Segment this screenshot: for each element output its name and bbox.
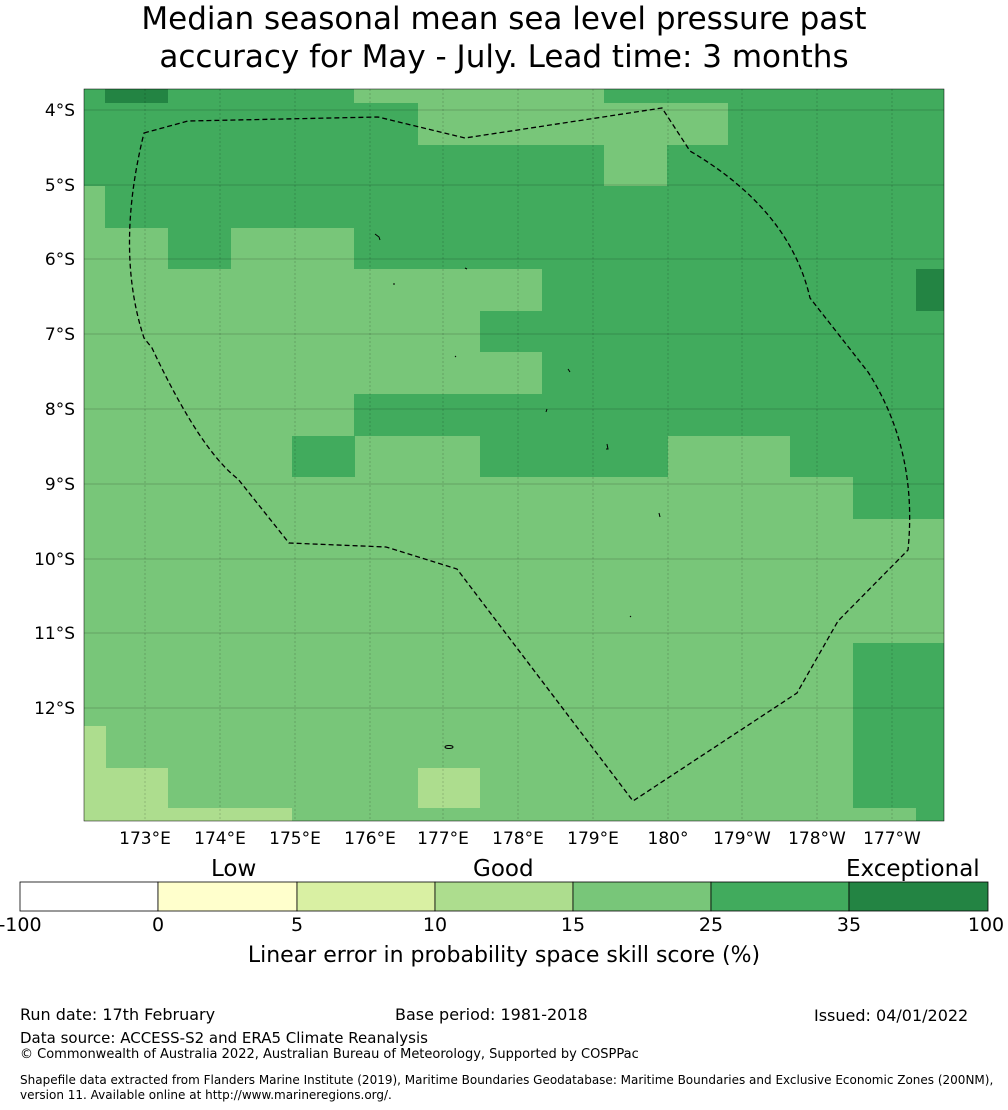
longitude-label: 179°W [713,829,771,849]
copyright: © Commonwealth of Australia 2022, Austra… [20,1047,639,1062]
island [374,233,381,241]
title-line-2: accuracy for May - July. Lead time: 3 mo… [159,39,849,75]
category-low: Low [211,856,257,882]
map-gridlines [84,89,944,821]
title-line-1: Median seasonal mean sea level pressure … [141,1,867,37]
latitude-label: 10°S [34,550,75,570]
latitude-label: 7°S [45,325,75,345]
longitude-label: 175°E [269,829,321,849]
longitude-label: 177°W [863,829,921,849]
longitude-label: 180° [648,829,689,849]
category-good: Good [473,856,534,882]
colorbar-box [710,881,850,912]
shapefile-credit-line-2: version 11. Available online at http://w… [20,1088,392,1102]
skill-cell [84,808,292,821]
longitude-label: 178°E [492,829,544,849]
colorbar-box [19,881,159,912]
data-source: Data source: ACCESS-S2 and ERA5 Climate … [20,1029,428,1047]
latitude-label: 12°S [34,699,75,719]
colorbar-tick-label: 35 [836,914,862,936]
map-frame [83,88,945,822]
issued-date: Issued: 04/01/2022 [814,1006,969,1025]
colorbar-tick-label: 10 [422,914,448,936]
colorbar-title: Linear error in probability space skill … [247,943,761,968]
skill-cell [542,269,944,311]
colorbar-tick-label: 25 [698,914,724,936]
skill-cell [542,352,944,394]
skill-cell [418,768,480,808]
skill-cell [916,808,944,821]
colorbar-boxes [19,881,989,912]
latitude-label: 11°S [34,624,75,644]
longitude-label: 179°E [567,829,619,849]
latitude-label: 6°S [45,250,75,270]
island [444,745,454,749]
run-date: Run date: 17th February [20,1005,216,1024]
skill-cell [292,436,355,477]
skill-cell [105,186,944,228]
longitude-label: 178°W [788,829,846,849]
longitude-labels: 173°E 174°E 175°E 176°E 177°E 178°E 179°E 180° 1… [119,829,921,849]
skill-cell [853,477,944,519]
island [606,443,609,450]
skill-cell [418,103,728,145]
colorbar-box [434,881,574,912]
island [464,267,468,270]
colorbar-tick-label: 0 [151,914,165,936]
skill-cell [354,89,604,103]
latitude-labels: 4°S 5°S 6°S 7°S 8°S 9°S 10°S 11°S 12°S [34,101,75,719]
island [567,368,571,373]
colorbar-tick-label: 15 [560,914,586,936]
island [629,615,632,618]
islands [374,233,661,749]
longitude-label: 173°E [119,829,171,849]
skill-cell [168,228,231,269]
longitude-label: 174°E [194,829,246,849]
base-period: Base period: 1981-2018 [395,1005,588,1024]
colorbar-box [157,881,298,912]
colorbar-box [848,881,989,912]
longitude-label: 177°E [417,829,469,849]
skill-cell [853,643,944,808]
skill-cell [354,228,944,269]
skill-cell [604,89,944,103]
colorbar-tick-label: 100 [967,914,1005,936]
skill-cell [480,436,668,477]
latitude-label: 8°S [45,400,75,420]
skill-cell [480,311,944,352]
longitude-label: 176°E [344,829,396,849]
skill-cell [790,436,944,477]
map-title: Median seasonal mean sea level pressure … [0,0,1008,76]
colorbar-box [296,881,436,912]
skill-cell [604,145,667,186]
colorbar-box [572,881,712,912]
category-exceptional: Exceptional [846,856,980,882]
colorbar [19,881,989,912]
latitude-label: 4°S [45,101,75,121]
island [545,408,548,413]
latitude-label: 9°S [45,475,75,495]
island [454,355,457,358]
shapefile-credit-line-1: Shapefile data extracted from Flanders M… [20,1073,994,1087]
eez-boundary [128,107,911,802]
skill-grid [84,89,944,821]
skill-cell [105,89,168,103]
colorbar-tick-label: -100 [0,914,42,936]
island [658,512,661,518]
latitude-label: 5°S [45,176,75,196]
colorbar-tick-label: 5 [290,914,304,936]
skill-map: 173°E 174°E 175°E 176°E 177°E 178°E 179°E 180° 1… [34,88,945,849]
skill-cell [354,394,944,436]
skill-cell [916,269,944,311]
